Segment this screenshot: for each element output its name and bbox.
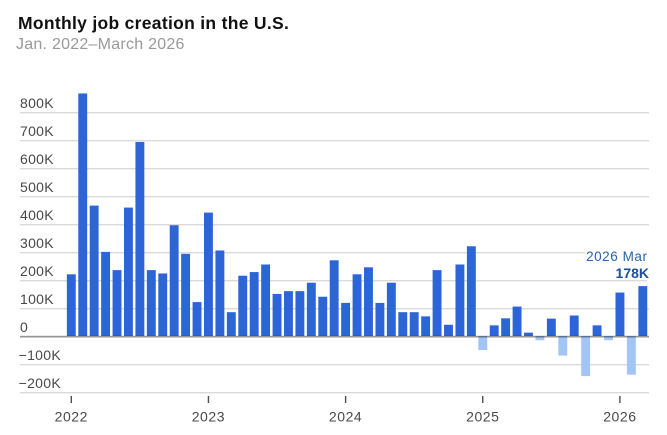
svg-text:2022: 2022 bbox=[55, 409, 88, 425]
svg-text:178K: 178K bbox=[616, 265, 649, 281]
svg-text:−100K: −100K bbox=[19, 347, 62, 363]
svg-text:700K: 700K bbox=[20, 123, 54, 139]
svg-text:300K: 300K bbox=[20, 235, 54, 251]
svg-text:100K: 100K bbox=[20, 291, 54, 307]
svg-text:2024: 2024 bbox=[329, 409, 362, 425]
svg-text:400K: 400K bbox=[20, 207, 54, 223]
svg-text:2026 Mar: 2026 Mar bbox=[586, 249, 647, 264]
svg-text:2026: 2026 bbox=[603, 409, 636, 425]
svg-text:200K: 200K bbox=[20, 263, 54, 279]
svg-text:800K: 800K bbox=[20, 95, 54, 111]
svg-text:2025: 2025 bbox=[466, 409, 499, 425]
svg-text:500K: 500K bbox=[20, 179, 54, 195]
svg-text:0: 0 bbox=[20, 319, 28, 335]
svg-text:−200K: −200K bbox=[19, 375, 62, 391]
svg-text:600K: 600K bbox=[20, 151, 54, 167]
svg-text:2023: 2023 bbox=[192, 409, 225, 425]
